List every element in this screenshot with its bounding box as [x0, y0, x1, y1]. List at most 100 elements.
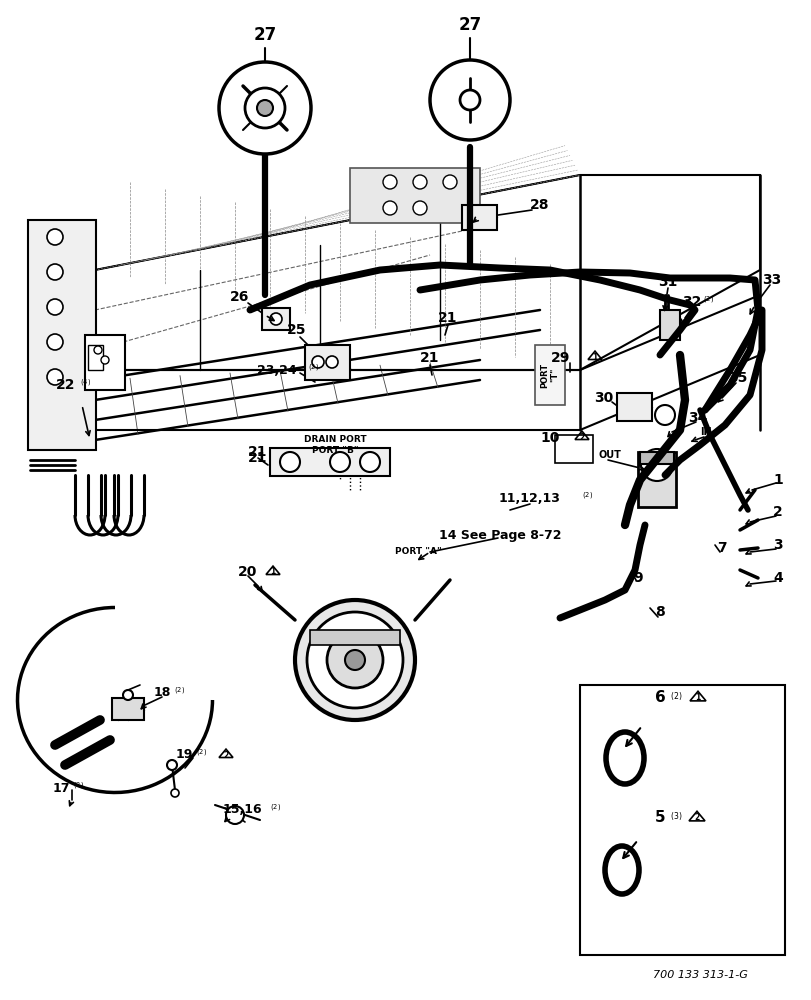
Text: 17: 17	[53, 782, 70, 794]
Bar	[85, 335, 125, 390]
Text: 700 133 313-1-G: 700 133 313-1-G	[652, 970, 746, 980]
Text: PORT "A": PORT "A"	[394, 548, 441, 556]
Circle shape	[413, 175, 427, 189]
Text: 33: 33	[762, 273, 781, 287]
Bar	[28, 220, 96, 450]
Text: 6: 6	[654, 690, 664, 706]
Text: 8: 8	[654, 605, 664, 619]
Bar	[639, 452, 673, 464]
Text: 27: 27	[253, 26, 277, 44]
Circle shape	[383, 175, 397, 189]
Text: 21: 21	[438, 311, 457, 325]
Text: PORT
"T": PORT "T"	[539, 362, 559, 388]
Text: 26: 26	[230, 290, 249, 304]
Bar	[534, 345, 564, 405]
Bar	[616, 393, 651, 421]
Text: 1: 1	[772, 473, 782, 487]
Text: 30: 30	[593, 391, 612, 405]
Text: 21: 21	[420, 351, 440, 365]
Text: 5: 5	[654, 810, 664, 825]
Text: 32: 32	[681, 295, 701, 309]
Text: IN: IN	[699, 427, 711, 437]
Circle shape	[280, 452, 299, 472]
Circle shape	[327, 632, 383, 688]
Text: $^{(2)}$: $^{(2)}$	[73, 783, 84, 793]
Text: 3: 3	[772, 538, 782, 552]
Text: 1: 1	[592, 353, 597, 361]
Text: 2: 2	[693, 813, 699, 822]
Text: 27: 27	[458, 16, 481, 34]
Bar	[461, 205, 496, 230]
Bar	[579, 685, 784, 955]
Bar	[305, 345, 350, 380]
Text: 34: 34	[688, 411, 707, 425]
Bar	[262, 308, 290, 330]
Text: 28: 28	[530, 198, 549, 212]
Bar	[554, 435, 592, 463]
Bar	[350, 168, 479, 223]
Circle shape	[94, 346, 102, 354]
Circle shape	[245, 88, 285, 128]
Circle shape	[225, 806, 243, 824]
Bar	[270, 448, 389, 476]
Text: $^{(2)}$: $^{(2)}$	[702, 297, 713, 307]
Circle shape	[294, 600, 414, 720]
Text: 2: 2	[772, 505, 782, 519]
Circle shape	[47, 229, 63, 245]
Text: 11,12,13: 11,12,13	[499, 491, 560, 504]
Bar	[637, 452, 676, 507]
Text: 35: 35	[727, 371, 747, 385]
Text: $^{(2)}$: $^{(2)}$	[195, 750, 207, 760]
Text: 9: 9	[633, 571, 642, 585]
Bar	[659, 310, 679, 340]
Text: 29: 29	[550, 351, 569, 365]
Circle shape	[101, 356, 109, 364]
Circle shape	[654, 405, 674, 425]
Text: 31: 31	[658, 275, 677, 289]
Circle shape	[219, 62, 311, 154]
Text: 23,24: 23,24	[257, 363, 297, 376]
Circle shape	[47, 369, 63, 385]
Bar	[88, 345, 103, 370]
Text: $^{(3)}$: $^{(3)}$	[669, 813, 681, 823]
Text: 2: 2	[223, 750, 229, 760]
Text: 21: 21	[248, 445, 268, 459]
Bar	[112, 698, 144, 720]
Text: $^{(2)}$: $^{(2)}$	[307, 365, 319, 375]
Circle shape	[345, 650, 365, 670]
Circle shape	[47, 299, 63, 315]
Circle shape	[460, 90, 479, 110]
Text: 14 See Page 8-72: 14 See Page 8-72	[438, 528, 560, 542]
Text: 7: 7	[716, 541, 726, 555]
Text: $^{(2)}$: $^{(2)}$	[581, 493, 592, 503]
Circle shape	[413, 201, 427, 215]
Circle shape	[171, 789, 178, 797]
Text: 15,16: 15,16	[222, 803, 261, 816]
Text: 10: 10	[540, 431, 560, 445]
Text: $^{(2)}$: $^{(2)}$	[270, 805, 281, 815]
Text: 1: 1	[270, 568, 275, 576]
Bar	[310, 630, 400, 645]
Text: 1: 1	[694, 694, 700, 702]
Text: 4: 4	[772, 571, 782, 585]
Text: 21: 21	[248, 451, 268, 465]
Circle shape	[430, 60, 509, 140]
Text: 25: 25	[287, 323, 307, 337]
Circle shape	[311, 356, 324, 368]
Text: 2: 2	[579, 432, 584, 442]
Text: $^{(2)}$: $^{(2)}$	[174, 688, 185, 698]
Text: 19: 19	[175, 748, 193, 762]
Circle shape	[307, 612, 402, 708]
Circle shape	[443, 175, 457, 189]
Circle shape	[270, 313, 281, 325]
Text: $^{(2)}$: $^{(2)}$	[669, 693, 681, 703]
Text: 20: 20	[238, 565, 257, 579]
Circle shape	[47, 264, 63, 280]
Circle shape	[122, 690, 133, 700]
Circle shape	[325, 356, 337, 368]
Text: 22: 22	[55, 378, 75, 392]
Circle shape	[383, 201, 397, 215]
Text: OUT: OUT	[598, 450, 620, 460]
Circle shape	[167, 760, 177, 770]
Circle shape	[640, 449, 672, 481]
